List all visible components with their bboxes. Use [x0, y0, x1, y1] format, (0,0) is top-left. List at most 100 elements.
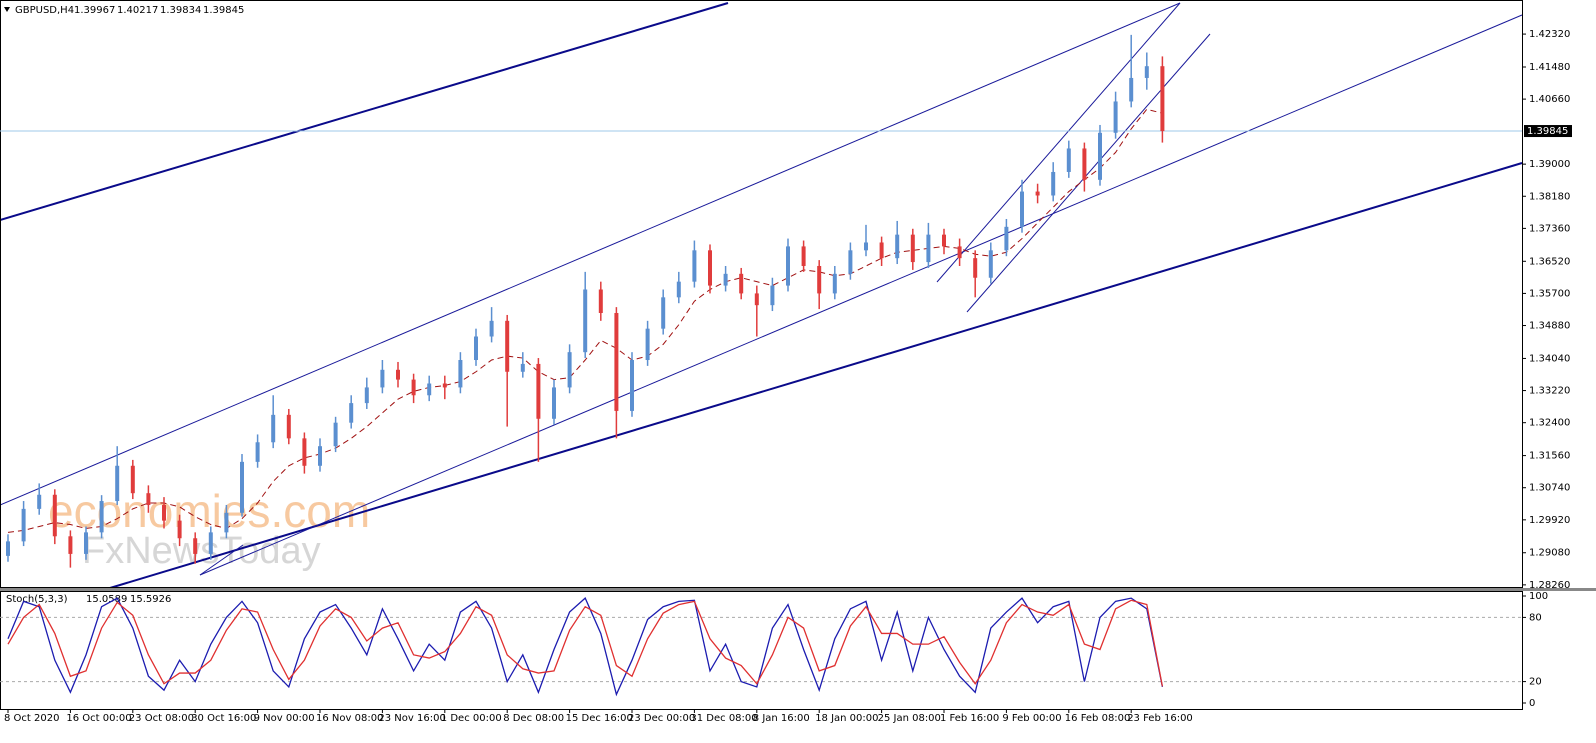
candle-body: [458, 360, 463, 388]
y-tick-label: 1.30740: [1529, 483, 1570, 494]
stoch-main-value: 15.0589: [86, 594, 127, 605]
candle-body: [224, 512, 229, 533]
candle-body: [552, 387, 556, 419]
candle-body: [801, 246, 806, 266]
y-tick-label: 1.35700: [1529, 288, 1570, 299]
x-tick-label: 16 Nov 08:00: [316, 713, 383, 724]
moving-average: [7, 108, 1163, 533]
y-tick-label: 1.34040: [1529, 353, 1570, 364]
x-tick-label: 9 Nov 00:00: [254, 713, 315, 724]
y-tick-label: 1.40660: [1529, 94, 1570, 105]
candle-body: [442, 383, 447, 388]
candle-body: [536, 363, 541, 419]
candle-body: [115, 465, 120, 502]
y-tick-label: 1.37360: [1529, 223, 1570, 234]
candle-body: [895, 234, 900, 259]
candle-body: [349, 403, 354, 423]
candle-body: [37, 494, 42, 509]
candle-body: [6, 541, 10, 556]
x-tick-label: 1 Feb 16:00: [940, 713, 999, 724]
candle-body: [1129, 77, 1134, 102]
candle-body: [832, 273, 837, 294]
menu-arrow[interactable]: [4, 7, 10, 12]
y-tick-label: 80: [1529, 612, 1542, 623]
y-tick-label: 1.39000: [1529, 159, 1570, 170]
candle-body: [723, 273, 728, 286]
candle-body: [286, 414, 291, 439]
candle-body: [1098, 132, 1102, 180]
y-tick-label: 20: [1529, 677, 1542, 688]
candle-body: [770, 285, 775, 306]
x-tick-label: 9 Feb 00:00: [1002, 713, 1061, 724]
candle-body: [364, 387, 369, 404]
candle-body: [505, 320, 510, 372]
stoch-title: Stoch(5,3,3): [6, 594, 68, 605]
y-tick-label: 1.36520: [1529, 256, 1570, 267]
candle-body: [1066, 148, 1071, 172]
x-tick-label: 8 Oct 2020: [4, 713, 59, 724]
candle-body: [99, 501, 104, 533]
stoch-signal-value: 15.5926: [130, 594, 171, 605]
candle-body: [630, 360, 634, 411]
candle-body: [1160, 66, 1165, 132]
candle-body: [676, 281, 681, 298]
candle-body: [130, 465, 135, 494]
y-tick-label: 1.41480: [1529, 62, 1570, 73]
candle-body: [68, 536, 73, 554]
candle-body: [598, 289, 603, 313]
candle-body: [240, 461, 244, 513]
x-tick-label: 23 Dec 00:00: [628, 713, 695, 724]
candle-body: [193, 538, 198, 554]
y-tick-label: 1.31560: [1529, 451, 1570, 462]
candle-body: [942, 234, 946, 247]
candle-body: [614, 312, 619, 411]
candle-body: [739, 273, 744, 294]
candle-body: [1035, 191, 1040, 196]
candle-body: [692, 250, 697, 282]
y-tick-label: 1.32400: [1529, 418, 1570, 429]
trend-line: [0, 2, 729, 221]
ohlc-low: 1.39834: [160, 5, 201, 16]
y-tick-label: 0: [1529, 698, 1535, 709]
candle-body: [177, 520, 182, 539]
candle-body: [1051, 171, 1056, 196]
candle-body: [520, 363, 525, 372]
candle-body: [1082, 148, 1087, 180]
candle-body: [786, 246, 790, 286]
candle-body: [271, 414, 276, 443]
trend-line: [199, 544, 244, 576]
stoch-signal-line: [7, 599, 1164, 687]
candle-body: [1004, 226, 1009, 251]
trend-lines: [0, 2, 1523, 589]
candle-body: [302, 438, 307, 466]
candle-body: [21, 508, 26, 542]
x-tick-label: 23 Feb 16:00: [1127, 713, 1193, 724]
candle-body: [583, 289, 588, 353]
x-tick-label: 25 Jan 08:00: [878, 713, 941, 724]
y-tick-label: 1.42320: [1529, 29, 1570, 40]
y-tick-label: 1.33220: [1529, 386, 1570, 397]
candle-body: [318, 446, 322, 466]
ohlc-high: 1.40217: [117, 5, 158, 16]
candle-body: [52, 494, 57, 537]
candle-body: [864, 242, 868, 251]
candle-body: [380, 369, 385, 388]
trend-line: [0, 2, 1181, 506]
x-tick-label: 8 Jan 16:00: [753, 713, 810, 724]
candle-body: [973, 258, 978, 278]
main-panel-frame: [0, 0, 1523, 588]
candle-body: [988, 250, 993, 278]
candle-body: [754, 293, 759, 306]
candle-body: [162, 504, 166, 521]
x-tick-label: 23 Nov 16:00: [378, 713, 445, 724]
symbol-title: GBPUSD,H4: [15, 5, 74, 16]
x-tick-label: 16 Oct 00:00: [66, 713, 131, 724]
x-tick-label: 23 Oct 08:00: [129, 713, 194, 724]
candle-body: [146, 493, 151, 505]
candle-body: [84, 532, 88, 554]
candle-body: [474, 336, 478, 361]
trend-line: [936, 2, 1181, 283]
candle-body: [255, 442, 260, 462]
stoch-panel-frame: [0, 591, 1523, 710]
